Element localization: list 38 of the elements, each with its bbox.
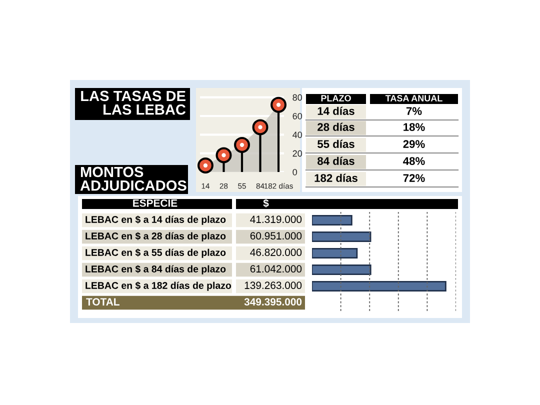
text: 28 días [318, 122, 354, 131]
y-tick-label: LEBAC en $ a 182 días de plazo [86, 282, 232, 291]
text: 48% [403, 157, 425, 165]
text: MONTOS ADJUDICADOS [80, 166, 186, 191]
text: TOTAL [86, 298, 120, 306]
bar [312, 248, 358, 258]
text: 55 días [318, 140, 354, 148]
data-label: 60.951.000 [250, 232, 302, 240]
y-tick-label: 60 [292, 112, 302, 120]
data-label: 41.319.000 [250, 216, 302, 224]
text: 84 días [318, 156, 354, 165]
bar [312, 264, 372, 275]
text: 72% [403, 174, 425, 182]
text: LAS TASAS DE LAS LEBAC [81, 90, 186, 115]
data-label: 46.820.000 [250, 248, 302, 256]
text: 182 días [314, 174, 358, 182]
text: 7% [406, 107, 422, 115]
y-tick-label: 40 [292, 132, 302, 138]
y-tick-label: 0 [292, 168, 297, 176]
bar [312, 232, 372, 242]
text: 14 días [318, 106, 354, 115]
text: 29% [403, 140, 425, 148]
y-tick-label: 20 [292, 150, 302, 157]
text: 18% [404, 123, 425, 131]
text: TASA ANUAL [385, 95, 442, 102]
y-tick-label: LEBAC en $ a 84 días de plazo [86, 265, 226, 274]
text: $ [263, 198, 269, 208]
bar [312, 281, 446, 292]
text: ESPECIE [133, 199, 178, 207]
y-tick-label: LEBAC en $ a 28 días de plazo [86, 232, 226, 242]
text: PLAZO [321, 95, 351, 102]
y-tick-label: LEBAC en $ a 14 días de plazo [86, 216, 226, 225]
data-label: 139.263.000 [244, 282, 302, 290]
y-tick-label: LEBAC en $ a 55 días de plazo [86, 248, 226, 258]
y-tick-label: 80 [292, 94, 302, 101]
bar [312, 215, 352, 226]
text: 349.395.000 [244, 298, 302, 306]
data-label: 61.042.000 [250, 265, 302, 273]
